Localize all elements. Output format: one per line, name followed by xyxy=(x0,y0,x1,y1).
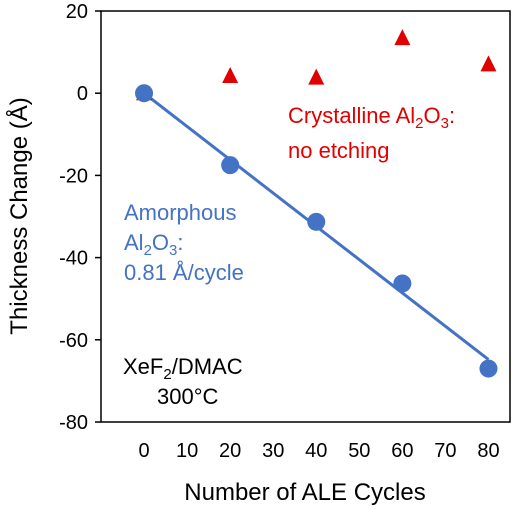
y-tick-label: 20 xyxy=(66,1,88,23)
triangle-point xyxy=(222,66,239,83)
triangle-point xyxy=(308,68,325,85)
x-tick-label: 80 xyxy=(477,440,499,462)
y-tick-label: -60 xyxy=(59,330,88,352)
circle-point xyxy=(135,84,154,103)
amorphous-annotation-line3: 0.81 Å/cycle xyxy=(124,260,244,285)
crystalline-annotation-line2: no etching xyxy=(288,138,390,163)
circle-point xyxy=(393,274,412,293)
x-tick-label: 20 xyxy=(219,440,241,462)
y-tick-label: 0 xyxy=(77,83,88,105)
y-tick-label: -20 xyxy=(59,165,88,187)
x-tick-label: 50 xyxy=(348,440,370,462)
crystalline-annotation-line1: Crystalline Al2O3: xyxy=(288,103,455,132)
x-tick-label: 30 xyxy=(262,440,284,462)
plot-area xyxy=(100,10,511,423)
x-tick-label: 40 xyxy=(305,440,327,462)
data-marks xyxy=(135,29,498,378)
amorphous-annotation-line1: Amorphous xyxy=(124,200,237,225)
amorphous-annotation-line2: Al2O3: xyxy=(124,230,184,259)
circle-point xyxy=(221,156,240,175)
condition-annotation-line2: 300°C xyxy=(157,384,219,409)
triangle-point xyxy=(394,29,411,46)
x-tick-label: 10 xyxy=(176,440,198,462)
x-axis-title: Number of ALE Cycles xyxy=(184,479,425,506)
y-axis-ticks: 20 0 -20 -40 -60 -80 xyxy=(59,1,101,434)
x-tick-label: 60 xyxy=(391,440,413,462)
x-tick-label: 0 xyxy=(138,440,149,462)
circle-point xyxy=(307,212,326,231)
y-axis-title: Thickness Change (Å) xyxy=(5,97,33,334)
circle-point xyxy=(479,359,498,378)
y-tick-label: -80 xyxy=(59,412,88,434)
x-axis-ticks: 0 10 20 30 40 50 60 70 80 xyxy=(138,440,499,462)
x-tick-label: 70 xyxy=(434,440,456,462)
triangle-point xyxy=(480,55,497,72)
y-tick-label: -40 xyxy=(59,248,88,270)
condition-annotation-line1: XeF2/DMAC xyxy=(123,354,243,383)
